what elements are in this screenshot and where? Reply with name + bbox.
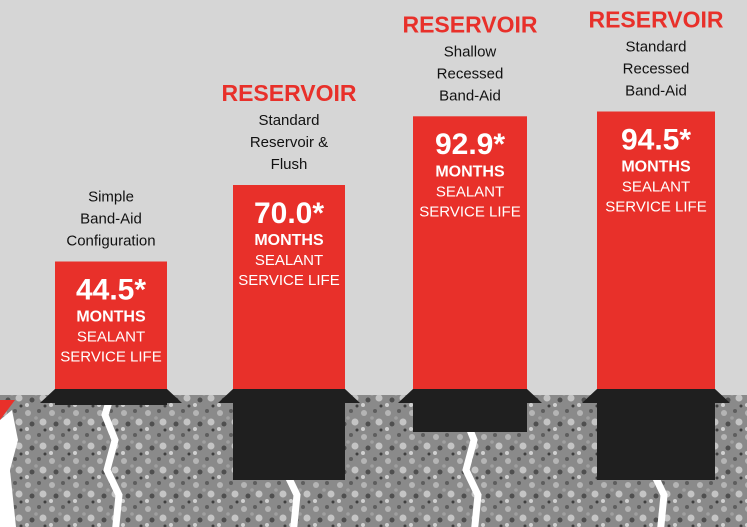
caption: SERVICE LIFE [60, 348, 161, 365]
category-label: Recessed [437, 65, 504, 82]
caption: SEALANT [255, 252, 323, 269]
category-label: Band-Aid [625, 82, 687, 99]
header: RESERVOIR [588, 7, 723, 33]
unit-label: MONTHS [621, 159, 691, 176]
caption: SEALANT [77, 328, 145, 345]
caption: SERVICE LIFE [238, 272, 339, 289]
caption: SEALANT [622, 178, 690, 195]
category-label: Recessed [623, 60, 690, 77]
category-label: Configuration [66, 232, 155, 249]
category-label: Standard [259, 112, 320, 129]
caption: SEALANT [436, 183, 504, 200]
value-label: 92.9* [435, 128, 505, 161]
value-label: 94.5* [621, 123, 691, 156]
category-label: Flush [271, 156, 308, 173]
chart: 44.5* MONTHS SEALANT SERVICE LIFE Simple Band… [0, 0, 747, 527]
unit-label: MONTHS [254, 232, 324, 249]
header: RESERVOIR [221, 80, 356, 106]
sealant [55, 389, 167, 405]
sealant [413, 389, 527, 432]
unit-label: MONTHS [76, 309, 146, 326]
category-label: Reservoir & [250, 134, 328, 151]
unit-label: MONTHS [435, 164, 505, 181]
category-label: Band-Aid [439, 87, 501, 104]
page: 44.5* MONTHS SEALANT SERVICE LIFE Simple Band… [0, 0, 747, 527]
sealant [233, 389, 345, 480]
category-label: Shallow [444, 43, 497, 60]
value-label: 44.5* [76, 273, 146, 306]
value-label: 70.0* [254, 197, 324, 230]
caption: SERVICE LIFE [605, 198, 706, 215]
caption: SERVICE LIFE [419, 203, 520, 220]
sealant [597, 389, 715, 480]
category-label: Simple [88, 188, 134, 205]
category-label: Standard [626, 38, 687, 55]
category-label: Band-Aid [80, 210, 142, 227]
header: RESERVOIR [402, 11, 537, 37]
